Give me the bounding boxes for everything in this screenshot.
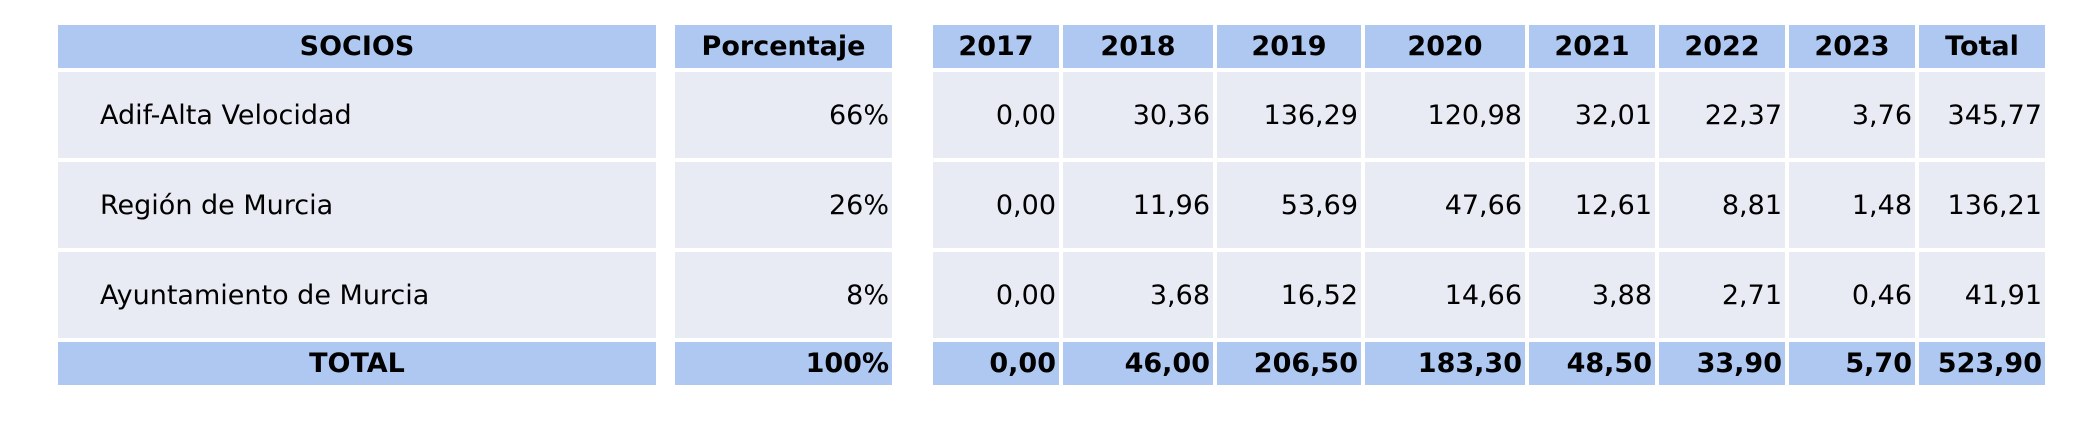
header-year: 2022 [1659, 25, 1785, 68]
table-cell: 16,52 [1217, 252, 1361, 338]
table-cell: 120,98 [1365, 72, 1525, 158]
table-cell: 32,01 [1529, 72, 1655, 158]
header-porcentaje: Porcentaje [675, 25, 892, 68]
table-cell: 3,76 [1789, 72, 1915, 158]
table-cell: 1,48 [1789, 162, 1915, 248]
header-year: 2020 [1365, 25, 1525, 68]
table-cell-total: 345,77 [1919, 72, 2045, 158]
row-socio-name: Ayuntamiento de Murcia [58, 252, 656, 338]
header-year: 2021 [1529, 25, 1655, 68]
years-columns: 2017 2018 2019 2020 2021 2022 2023 Total… [933, 25, 2047, 385]
total-label: TOTAL [58, 342, 656, 385]
porcentaje-column: Porcentaje 66% 26% 8% 100% [675, 25, 892, 385]
total-cell: 5,70 [1789, 342, 1915, 385]
row-porcentaje: 26% [675, 162, 892, 248]
row-socio-name: Región de Murcia [58, 162, 656, 248]
table-cell: 2,71 [1659, 252, 1785, 338]
total-cell: 48,50 [1529, 342, 1655, 385]
table-cell: 0,00 [933, 162, 1059, 248]
table-cell: 0,00 [933, 72, 1059, 158]
total-cell: 0,00 [933, 342, 1059, 385]
table-cell: 14,66 [1365, 252, 1525, 338]
table-cell: 30,36 [1063, 72, 1213, 158]
table-cell: 22,37 [1659, 72, 1785, 158]
header-year: 2019 [1217, 25, 1361, 68]
header-socios: SOCIOS [58, 25, 656, 68]
socios-column: SOCIOS Adif-Alta Velocidad Región de Mur… [58, 25, 656, 385]
table-cell: 3,88 [1529, 252, 1655, 338]
header-year: 2018 [1063, 25, 1213, 68]
total-cell: 183,30 [1365, 342, 1525, 385]
row-porcentaje: 8% [675, 252, 892, 338]
table-cell: 53,69 [1217, 162, 1361, 248]
table-cell-total: 136,21 [1919, 162, 2045, 248]
row-socio-name: Adif-Alta Velocidad [58, 72, 656, 158]
table-cell: 3,68 [1063, 252, 1213, 338]
total-porcentaje: 100% [675, 342, 892, 385]
table-cell: 11,96 [1063, 162, 1213, 248]
header-year: 2023 [1789, 25, 1915, 68]
table-cell: 8,81 [1659, 162, 1785, 248]
header-year: 2017 [933, 25, 1059, 68]
table-cell-total: 41,91 [1919, 252, 2045, 338]
total-cell: 46,00 [1063, 342, 1213, 385]
table-cell: 12,61 [1529, 162, 1655, 248]
total-cell: 206,50 [1217, 342, 1361, 385]
header-total: Total [1919, 25, 2045, 68]
table-cell: 0,00 [933, 252, 1059, 338]
row-porcentaje: 66% [675, 72, 892, 158]
table-cell: 47,66 [1365, 162, 1525, 248]
table-cell: 0,46 [1789, 252, 1915, 338]
total-cell: 33,90 [1659, 342, 1785, 385]
grand-total-cell: 523,90 [1919, 342, 2045, 385]
table-cell: 136,29 [1217, 72, 1361, 158]
